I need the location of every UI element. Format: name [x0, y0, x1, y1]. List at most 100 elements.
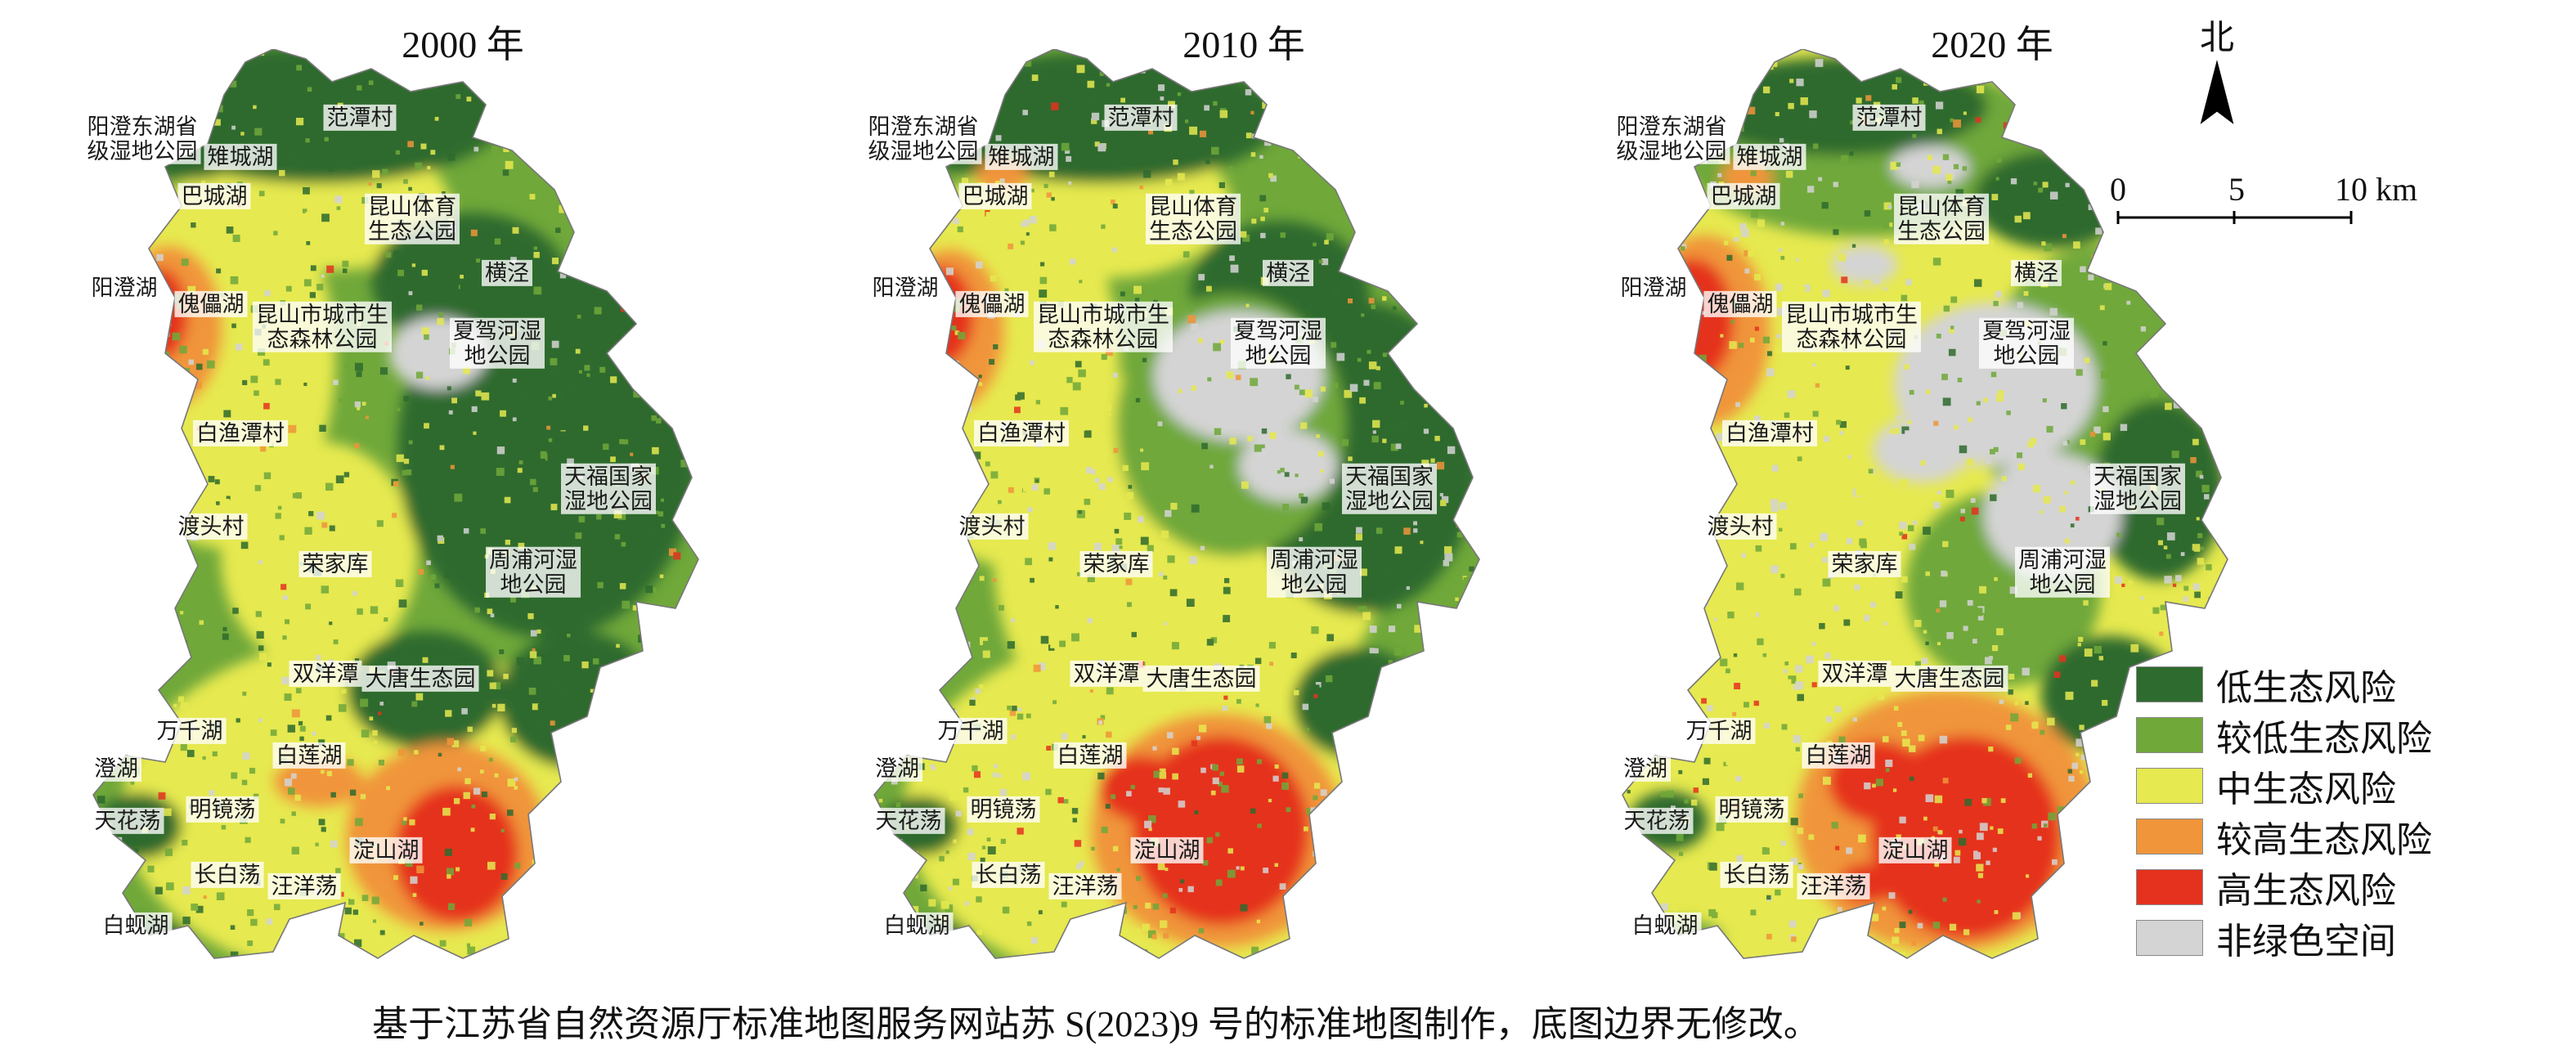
map-label: 巴城湖: [958, 182, 1032, 210]
map-label: 澄湖: [91, 755, 141, 783]
map-label: 阳澄湖: [88, 274, 161, 302]
map-label: 白渔潭村: [193, 419, 288, 447]
map-label: 长白荡: [972, 861, 1045, 889]
map-label: 夏驾河湿 地公园: [450, 317, 545, 370]
map-label: 周浦河湿 地公园: [1267, 546, 1362, 599]
map-panel-2: 2020 年阳澄东湖省 级湿地公园 雉城湖 范潭村 巴城湖 昆山体育 生态公园 阳澄湖 傀儡湖昆…: [1613, 24, 2241, 965]
map-label: 荣家库: [1828, 550, 1901, 578]
map-label: 昆山市城市生 态森林公园: [253, 301, 392, 353]
map-label: 天福国家 湿地公园: [1342, 463, 1437, 515]
map-label: 傀儡湖: [1703, 290, 1777, 318]
scale-tick-0: 0: [2110, 171, 2126, 208]
map-label: 大唐生态园: [361, 665, 479, 693]
map-label: 巴城湖: [1707, 182, 1780, 210]
map-label: 昆山体育 生态公园: [1894, 193, 1989, 245]
caption: 基于江苏省自然资源厅标准地图服务网站苏 S(2023)9 号的标准地图制作，底图…: [372, 1004, 1820, 1044]
map-label: 雉城湖: [985, 143, 1058, 171]
map-label: 渡头村: [174, 513, 248, 540]
legend-swatch: [2136, 920, 2203, 956]
map-label: 渡头村: [955, 513, 1029, 540]
map-label: 白蚬湖: [880, 912, 954, 940]
map-label: 荣家库: [1079, 550, 1153, 578]
map-label: 傀儡湖: [174, 290, 248, 318]
legend-item-0: 低生态风险: [2136, 659, 2432, 710]
map-label: 天福国家 湿地公园: [561, 463, 656, 515]
legend-swatch: [2136, 717, 2203, 753]
legend-item-3: 较高生态风险: [2136, 811, 2432, 862]
legend-item-2: 中生态风险: [2136, 760, 2432, 811]
map-label: 夏驾河湿 地公园: [1979, 317, 2074, 370]
map-label: 长白荡: [1720, 861, 1793, 889]
legend-item-1: 较低生态风险: [2136, 710, 2432, 760]
legend-item-5: 非绿色空间: [2136, 913, 2432, 963]
legend-label: 高生态风险: [2216, 871, 2396, 911]
map-label: 周浦河湿 地公园: [2015, 546, 2110, 599]
map-label: 汪洋荡: [1048, 872, 1122, 900]
map-label: 周浦河湿 地公园: [486, 546, 581, 599]
map-label: 双洋潭: [1070, 660, 1143, 688]
map-label: 大唐生态园: [1891, 665, 2008, 693]
legend-label: 较高生态风险: [2216, 820, 2432, 860]
legend-label: 低生态风险: [2216, 668, 2396, 708]
legend-label: 非绿色空间: [2216, 922, 2396, 962]
map-label: 白蚬湖: [1628, 912, 1702, 940]
map-label: 万千湖: [1682, 717, 1756, 745]
legend-label: 中生态风险: [2216, 769, 2396, 810]
map-label: 昆山市城市生 态森林公园: [1782, 301, 1921, 353]
map-label: 阳澄东湖省 级湿地公园: [1613, 113, 1730, 165]
map-label: 夏驾河湿 地公园: [1231, 317, 1326, 370]
legend: 低生态风险较低生态风险 中生态风险较高生态风险 高生态风险非绿色空间: [2136, 659, 2432, 963]
north-label: 北: [2199, 20, 2234, 57]
scale-unit: km: [2376, 171, 2418, 208]
map-label: 天花荡: [91, 807, 164, 835]
map-label: 荣家库: [298, 550, 372, 578]
map-label: 汪洋荡: [1797, 872, 1870, 900]
map-label: 天福国家 湿地公园: [2090, 463, 2185, 515]
map-label: 淀山湖: [1130, 836, 1204, 864]
panel-year-title: 2000 年: [402, 24, 524, 65]
map-label: 白莲湖: [272, 742, 346, 769]
legend-swatch: [2136, 869, 2203, 905]
north-arrow-icon: [2200, 60, 2234, 124]
map-label: 横泾: [482, 259, 532, 287]
map-label: 阳澄湖: [868, 274, 942, 302]
panel-year-title: 2020 年: [1931, 24, 2053, 65]
map-label: 横泾: [1263, 259, 1313, 287]
legend-swatch: [2136, 768, 2203, 804]
scale-tick-10: 10: [2335, 171, 2367, 208]
scale-tick-5: 5: [2228, 171, 2245, 208]
map-label: 阳澄东湖省 级湿地公园: [83, 113, 201, 165]
map-label: 澄湖: [872, 755, 922, 783]
map-label: 白渔潭村: [974, 419, 1069, 447]
north-indicator: 北: [2172, 10, 2262, 132]
map-label: 天花荡: [872, 807, 945, 835]
legend-label: 较低生态风险: [2216, 719, 2432, 759]
map-label: 淀山湖: [349, 836, 423, 864]
map-label: 雉城湖: [204, 143, 277, 171]
legend-item-4: 高生态风险: [2136, 862, 2432, 913]
map-label: 长白荡: [191, 861, 264, 889]
map-label: 万千湖: [153, 717, 227, 745]
map-label: 天花荡: [1620, 807, 1694, 835]
map-label: 澄湖: [1620, 755, 1671, 783]
map-label: 范潭村: [323, 104, 397, 132]
map-label: 阳澄湖: [1617, 274, 1690, 302]
map-label: 阳澄东湖省 级湿地公园: [864, 113, 982, 165]
map-label: 淀山湖: [1878, 836, 1952, 864]
map-label: 昆山体育 生态公园: [1146, 193, 1241, 245]
map-label: 雉城湖: [1733, 143, 1806, 171]
panel-year-title: 2010 年: [1183, 24, 1305, 65]
map-label: 傀儡湖: [955, 290, 1029, 318]
map-label: 双洋潭: [1818, 660, 1892, 688]
map-label: 双洋潭: [289, 660, 362, 688]
map-label: 明镜荡: [967, 796, 1040, 823]
legend-swatch: [2136, 819, 2203, 854]
map-label: 昆山市城市生 态森林公园: [1034, 301, 1173, 353]
scale-bar: 0 5 10 km: [2102, 170, 2417, 244]
map-panel-1: 2010 年阳澄东湖省 级湿地公园 雉城湖 范潭村巴城湖 昆山体育 生态公园阳澄湖 傀儡湖昆…: [864, 24, 1492, 965]
map-label: 大唐生态园: [1142, 665, 1260, 693]
map-label: 白莲湖: [1053, 742, 1127, 769]
map-label: 范潭村: [1104, 104, 1178, 132]
map-label: 白莲湖: [1802, 742, 1875, 769]
